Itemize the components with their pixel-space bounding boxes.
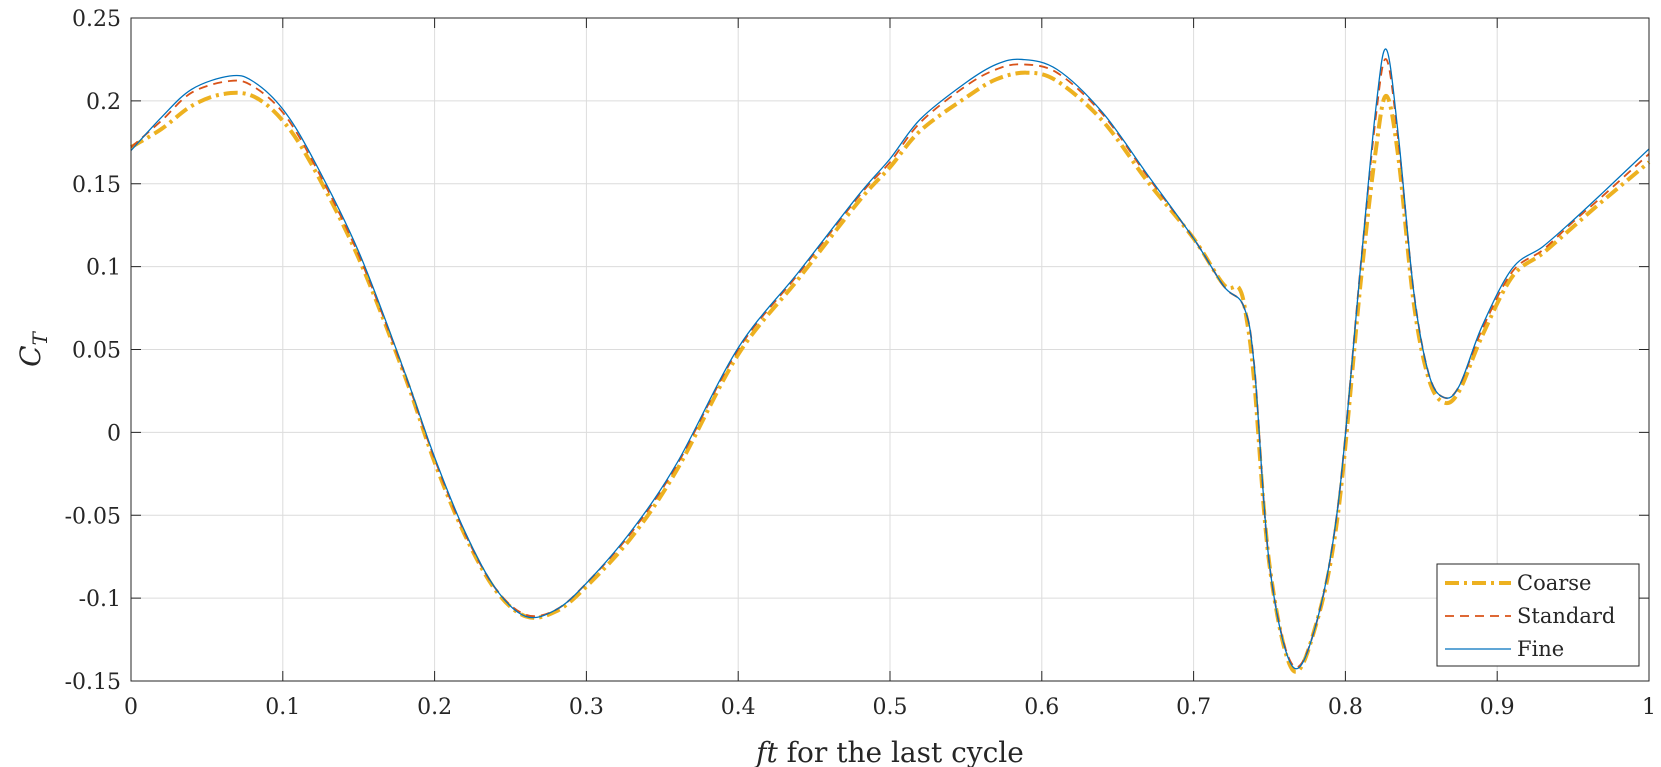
x-tick-label: 0 <box>124 695 138 720</box>
y-tick-label: -0.1 <box>79 587 121 612</box>
x-tick-label: 0.5 <box>873 695 908 720</box>
y-axis-title: CT <box>14 330 52 366</box>
x-tick-label: 0.6 <box>1024 695 1059 720</box>
legend-items: Coarse Standard Fine <box>1445 571 1615 661</box>
y-axis-title-main: C <box>14 345 47 366</box>
series-layer <box>129 48 1651 674</box>
y-tick-label: 0.2 <box>86 90 121 115</box>
x-tick-label: 0.8 <box>1328 695 1363 720</box>
x-tick-label: 1 <box>1642 695 1656 720</box>
x-tick-label: 0.1 <box>265 695 300 720</box>
y-tick-label: 0.25 <box>72 7 121 32</box>
y-tick-label: 0.1 <box>86 256 121 281</box>
y-tick-label: 0.15 <box>72 173 121 198</box>
x-tick-label: 0.7 <box>1176 695 1211 720</box>
series-line-coarse <box>129 70 1651 674</box>
legend-label-fine: Fine <box>1517 637 1564 661</box>
x-tick-label: 0.9 <box>1480 695 1515 720</box>
x-axis-title-rest: for the last cycle <box>778 736 1024 767</box>
x-tick-label: 0.2 <box>417 695 452 720</box>
y-axis-ticks: -0.15 -0.1 -0.05 0 0.05 0.1 0.15 0.2 0.25 <box>65 7 1649 695</box>
y-tick-label: 0.05 <box>72 339 121 364</box>
x-axis-title: ft for the last cycle <box>754 736 1024 767</box>
legend: Coarse Standard Fine <box>1436 563 1640 667</box>
y-tick-label: 0 <box>107 421 121 446</box>
y-axis-title-subscript: T <box>28 330 52 345</box>
y-tick-label: -0.05 <box>65 504 121 529</box>
series-line-fine <box>130 48 1650 670</box>
legend-label-standard: Standard <box>1517 604 1615 628</box>
x-tick-label: 0.3 <box>569 695 604 720</box>
x-axis-title-italic: ft <box>754 736 778 767</box>
x-tick-label: 0.4 <box>721 695 756 720</box>
legend-label-coarse: Coarse <box>1517 571 1591 595</box>
x-axis-ticks: 0 0.1 0.2 0.3 0.4 0.5 0.6 0.7 0.8 0.9 1 <box>124 18 1656 720</box>
y-tick-label: -0.15 <box>65 670 121 695</box>
